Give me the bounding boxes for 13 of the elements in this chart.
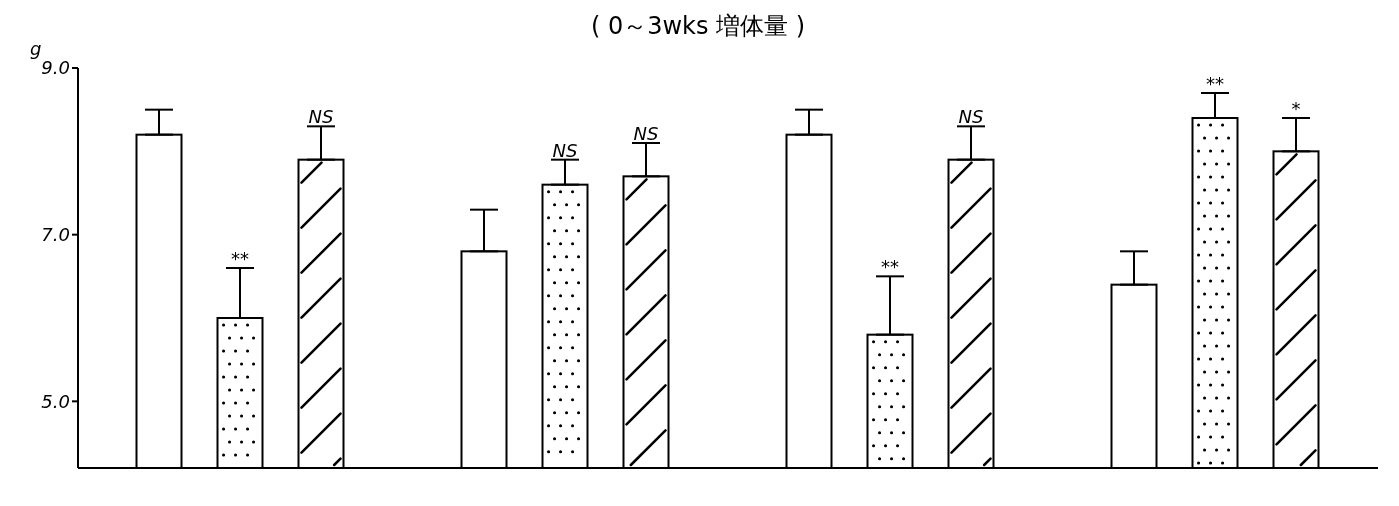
data-label: ** (881, 256, 899, 278)
chart-title: ( 0～3wks 増体量 ) (590, 12, 806, 40)
data-label: NS (958, 106, 984, 128)
data-label: NS (633, 123, 659, 144)
data-label: NS (308, 106, 334, 128)
data-label: NS (552, 139, 578, 161)
data-label: ** (1206, 73, 1224, 94)
y-axis-title: g (30, 38, 42, 59)
data-label: ** (231, 248, 249, 269)
y-tick-label: 7.0 (41, 224, 70, 246)
data-label: * (1291, 98, 1301, 119)
y-tick-label: 5.0 (41, 390, 70, 412)
y-tick-label: 9.0 (41, 57, 70, 79)
